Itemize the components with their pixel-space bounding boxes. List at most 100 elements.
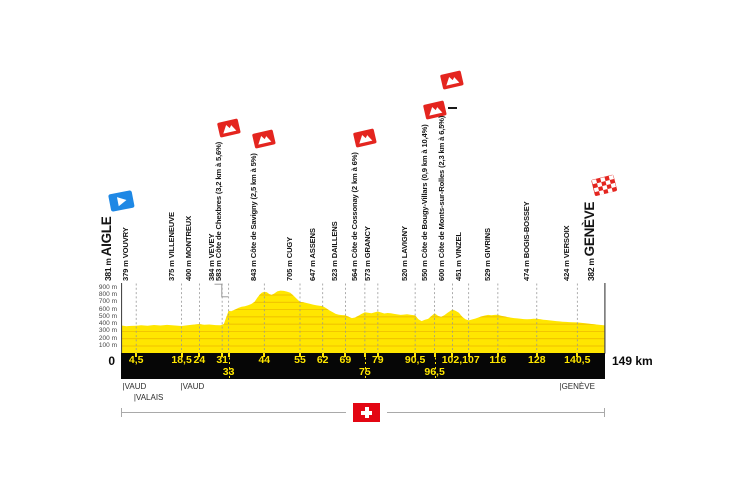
km-tick-label: 140,5 — [564, 354, 591, 366]
waypoint-name: ASSENS — [307, 228, 317, 259]
waypoint-elevation: 647 m — [307, 258, 317, 281]
region-label-vaud: |VAUD — [180, 382, 205, 391]
waypoint-label-vinzel: 451 m VINZEL — [454, 232, 464, 281]
waypoint-label-bogis-bossey: 474 m BOGIS-BOSSEY — [522, 201, 532, 281]
km-tick-label: 102,107 — [441, 354, 480, 366]
climb-icon-marker — [439, 70, 465, 96]
climb-step-bracket — [214, 283, 228, 298]
waypoint-elevation: 600 m — [437, 258, 447, 281]
waypoint-elevation: 573 m — [362, 258, 372, 281]
climb-icon-marker — [251, 129, 277, 155]
km-axis-tick — [576, 353, 579, 357]
region-label-vaud: |VAUD — [122, 382, 147, 391]
axis-origin-label: 0 — [108, 354, 115, 368]
climb-icon — [422, 100, 447, 120]
waypoint-name: VINZEL — [453, 232, 463, 259]
waypoint-name: Côte de Monts-sur-Rolles (2,3 km à 6,5%) — [437, 115, 447, 259]
km-axis-tick — [344, 353, 347, 357]
elevation-tick-label: 500 m — [98, 312, 117, 320]
climb-icon — [440, 70, 464, 90]
elevation-profile-chart — [121, 283, 606, 354]
waypoint-elevation: 529 m — [482, 258, 492, 281]
km-tick-label: 55 — [294, 354, 306, 366]
km-tick-label: 116 — [489, 354, 507, 366]
waypoint-label-assens: 647 m ASSENS — [308, 228, 318, 281]
km-axis-tick — [467, 353, 470, 357]
waypoint-elevation: 550 m — [419, 258, 429, 281]
elevation-tick-label: 700 m — [98, 298, 117, 306]
country-line-endcap-right — [604, 408, 605, 417]
climb-icon-marker — [216, 118, 242, 144]
waypoint-name: VILLENEUVE — [166, 212, 176, 259]
waypoint-label-vouvry: 379 m VOUVRY — [121, 227, 131, 281]
waypoint-elevation: 382 m — [585, 256, 596, 281]
waypoint-name: VERSOIX — [562, 225, 572, 259]
icon-connector-dash — [448, 107, 458, 109]
waypoint-label-givrins: 529 m GIVRINS — [483, 228, 493, 281]
region-label-valais: |VALAIS — [133, 392, 164, 402]
waypoint-name: Côte de Bougy-Villars (0,9 km à 10,4%) — [419, 124, 429, 259]
waypoint-label-villeneuve: 375 m VILLENEUVE — [167, 212, 177, 281]
waypoint-name: DAILLENS — [330, 221, 340, 259]
elevation-area — [121, 290, 605, 354]
km-tick-label: 90,5 — [404, 354, 426, 366]
waypoint-name: CUGY — [285, 236, 294, 259]
waypoint-name: LAVIGNY — [400, 226, 410, 259]
km-axis-tick — [321, 353, 324, 357]
waypoint-elevation: 381 m — [102, 256, 113, 281]
waypoint-name: GIVRINS — [482, 228, 492, 259]
waypoint-elevation: 843 m — [249, 258, 259, 281]
km-axis-tick — [414, 353, 417, 357]
waypoint-label-cugy: 705 m CUGY — [285, 237, 295, 281]
climb-icon — [353, 128, 377, 148]
elevation-tick-label: 900 m — [98, 283, 117, 291]
elevation-tick-label: 200 m — [98, 334, 117, 342]
finish-marker — [589, 173, 620, 205]
finish-flag-icon — [591, 174, 618, 196]
waypoint-elevation: 564 m — [349, 258, 359, 281]
km-tick-label: 62 — [316, 354, 329, 366]
climb-icon — [216, 118, 241, 138]
country-line-endcap-left — [121, 408, 122, 417]
km-axis-tick — [299, 353, 301, 357]
axis-total-label: 149 km — [612, 354, 653, 368]
km-axis-tick — [180, 353, 183, 357]
elevation-tick-label: 100 m — [98, 342, 117, 349]
km-dashed-passthrough — [434, 353, 436, 378]
km-axis-tick — [198, 353, 201, 357]
elevation-tick-label: 300 m — [98, 327, 117, 335]
km-axis-tick — [376, 353, 379, 357]
waypoint-name: Côte de Cossonay (2 km à 6%) — [349, 152, 359, 259]
waypoint-label-montreux: 400 m MONTREUX — [184, 216, 194, 281]
km-axis-tick — [135, 353, 138, 357]
km-dashed-passthrough — [228, 353, 230, 378]
swiss-cross-horizontal — [361, 410, 372, 415]
waypoint-name: AIGLE — [98, 216, 114, 257]
waypoint-name: GRANCY — [362, 226, 372, 259]
waypoint-label-c-te-de-chexbres-3-2-km-5-6: 583 m Côte de Chexbres (3,2 km à 5,6%) — [214, 142, 224, 281]
waypoint-elevation: 705 m — [285, 258, 294, 281]
km-axis-tick — [496, 353, 499, 357]
waypoint-name: BOGIS-BOSSEY — [521, 201, 531, 259]
waypoint-elevation: 523 m — [330, 258, 340, 281]
waypoint-elevation: 451 m — [453, 258, 463, 281]
climb-icon-marker — [422, 100, 448, 126]
km-tick-label: 18,5 — [171, 354, 192, 366]
elevation-tick-label: 600 m — [98, 305, 117, 313]
depart-flag-icon — [108, 190, 135, 212]
km-tick-label: 44 — [258, 354, 271, 366]
waypoint-label-daillens: 523 m DAILLENS — [330, 221, 340, 281]
waypoint-label-c-te-de-cossonay-2-km-6: 564 m Côte de Cossonay (2 km à 6%) — [350, 152, 360, 281]
km-axis-tick — [263, 353, 266, 357]
km-tick-label: 31 — [216, 354, 229, 366]
km-tick-label: 4,5 — [128, 354, 144, 366]
waypoint-elevation: 424 m — [562, 258, 572, 281]
waypoint-name: GENÈVE — [581, 201, 597, 257]
waypoint-elevation: 379 m — [121, 258, 131, 281]
waypoint-name: Côte de Savigny (2,5 km à 5%) — [249, 153, 259, 259]
km-axis-tick — [221, 353, 224, 357]
waypoint-elevation: 474 m — [521, 258, 531, 281]
km-axis-tick — [451, 353, 454, 357]
waypoint-label-c-te-de-savigny-2-5-km-5: 843 m Côte de Savigny (2,5 km à 5%) — [249, 153, 259, 281]
